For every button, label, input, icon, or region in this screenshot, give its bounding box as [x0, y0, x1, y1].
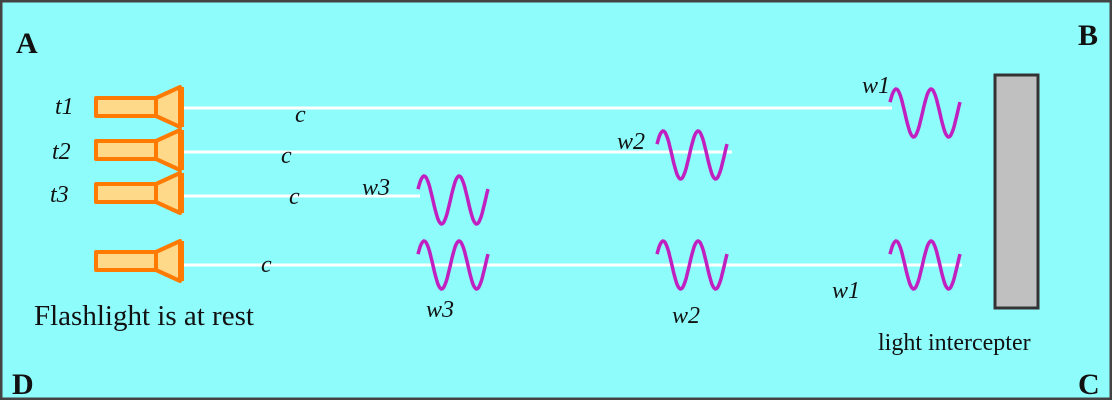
wave-label: w2	[672, 303, 700, 329]
corner-label: A	[16, 27, 38, 60]
caption: Flashlight is at rest	[34, 300, 254, 332]
light-wave	[416, 174, 490, 226]
speed-label: c	[261, 252, 272, 278]
light-wave	[416, 239, 490, 291]
time-label: t3	[50, 182, 69, 208]
time-label: t1	[55, 94, 74, 120]
light-wave	[888, 239, 962, 291]
corner-label: D	[12, 368, 34, 400]
time-label: t2	[52, 139, 71, 165]
flashlight-body	[94, 250, 158, 272]
flashlight	[94, 85, 184, 129]
flashlight	[94, 239, 184, 283]
wave-label: w1	[832, 278, 860, 304]
light-wave	[655, 129, 729, 181]
light-wave	[655, 239, 729, 291]
flashlight-body	[94, 96, 158, 118]
flashlight-body	[94, 182, 158, 204]
light-wave	[888, 87, 962, 139]
speed-label: c	[281, 143, 292, 169]
wave-label: w1	[862, 73, 890, 99]
flashlight	[94, 171, 184, 215]
corner-label: B	[1078, 19, 1098, 52]
speed-label: c	[295, 102, 306, 128]
wave-label: w2	[617, 129, 645, 155]
corner-label: C	[1078, 368, 1100, 400]
speed-label: c	[289, 184, 300, 210]
flashlight	[94, 128, 184, 172]
light-interceptor	[993, 73, 1040, 310]
interceptor-label: light intercepter	[878, 330, 1031, 356]
flashlight-body	[94, 139, 158, 161]
wave-label: w3	[362, 175, 390, 201]
wave-label: w3	[426, 297, 454, 323]
